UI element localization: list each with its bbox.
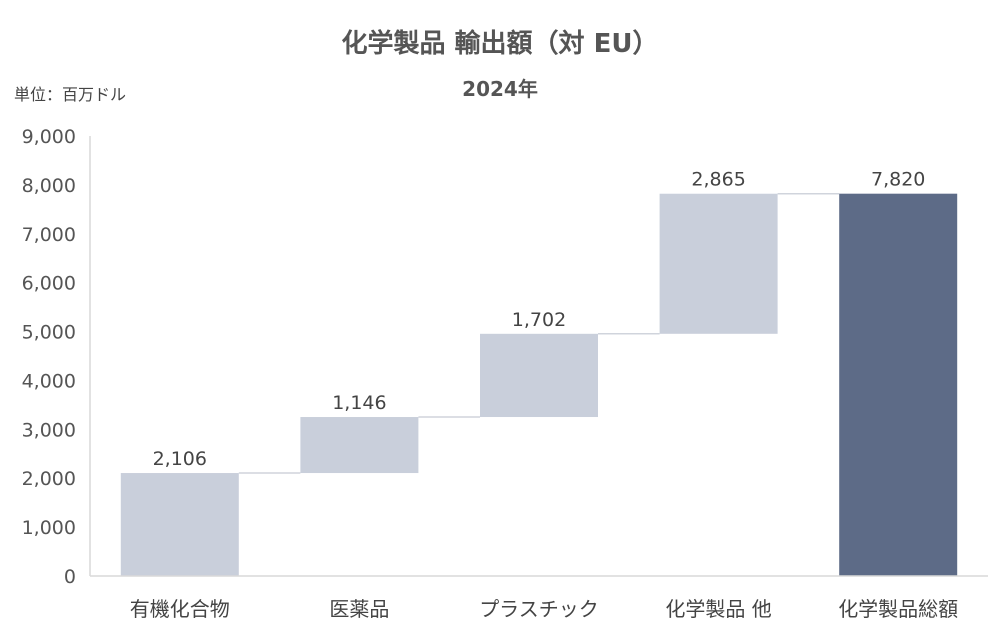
y-tick-label: 7,000 xyxy=(22,224,76,246)
y-tick-label: 3,000 xyxy=(22,419,76,441)
y-tick-label: 2,000 xyxy=(22,468,76,490)
chart-subtitle: 2024年 xyxy=(462,77,538,101)
data-label: 2,865 xyxy=(691,169,745,191)
y-tick-label: 0 xyxy=(64,566,76,588)
x-tick-label: 有機化合物 xyxy=(130,597,230,621)
increment-bar xyxy=(120,473,239,576)
data-label: 1,146 xyxy=(332,392,386,414)
y-tick-label: 8,000 xyxy=(22,175,76,197)
increment-bar xyxy=(480,333,598,418)
y-tick-label: 4,000 xyxy=(22,370,76,392)
total-bar xyxy=(839,193,958,576)
x-axis: 有機化合物 医薬品 プラスチック 化学製品 他 化学製品総額 xyxy=(90,575,988,621)
x-tick-label: 医薬品 xyxy=(329,597,389,621)
increment-bar xyxy=(300,417,419,474)
data-labels: 2,106 1,146 1,702 2,865 7,820 xyxy=(153,169,926,470)
y-tick-label: 9,000 xyxy=(22,126,76,148)
y-axis: 0 1,000 2,000 3,000 4,000 5,000 6,000 7,000 8,00… xyxy=(22,126,91,588)
data-label: 7,820 xyxy=(871,169,925,191)
increment-bar xyxy=(659,193,778,334)
y-tick-label: 1,000 xyxy=(22,517,76,539)
x-tick-label: 化学製品 他 xyxy=(665,597,771,621)
y-tick-label: 6,000 xyxy=(22,273,76,295)
connector-lines xyxy=(238,192,840,474)
data-label: 1,702 xyxy=(512,309,566,331)
data-label: 2,106 xyxy=(153,448,207,470)
bars xyxy=(120,193,958,576)
chart-title: 化学製品 輸出額（対 EU） xyxy=(342,28,659,59)
x-tick-label: 化学製品総額 xyxy=(838,597,958,621)
y-tick-label: 5,000 xyxy=(22,322,76,344)
unit-label: 単位：百万ドル xyxy=(14,85,126,104)
x-tick-label: プラスチック xyxy=(479,597,599,621)
